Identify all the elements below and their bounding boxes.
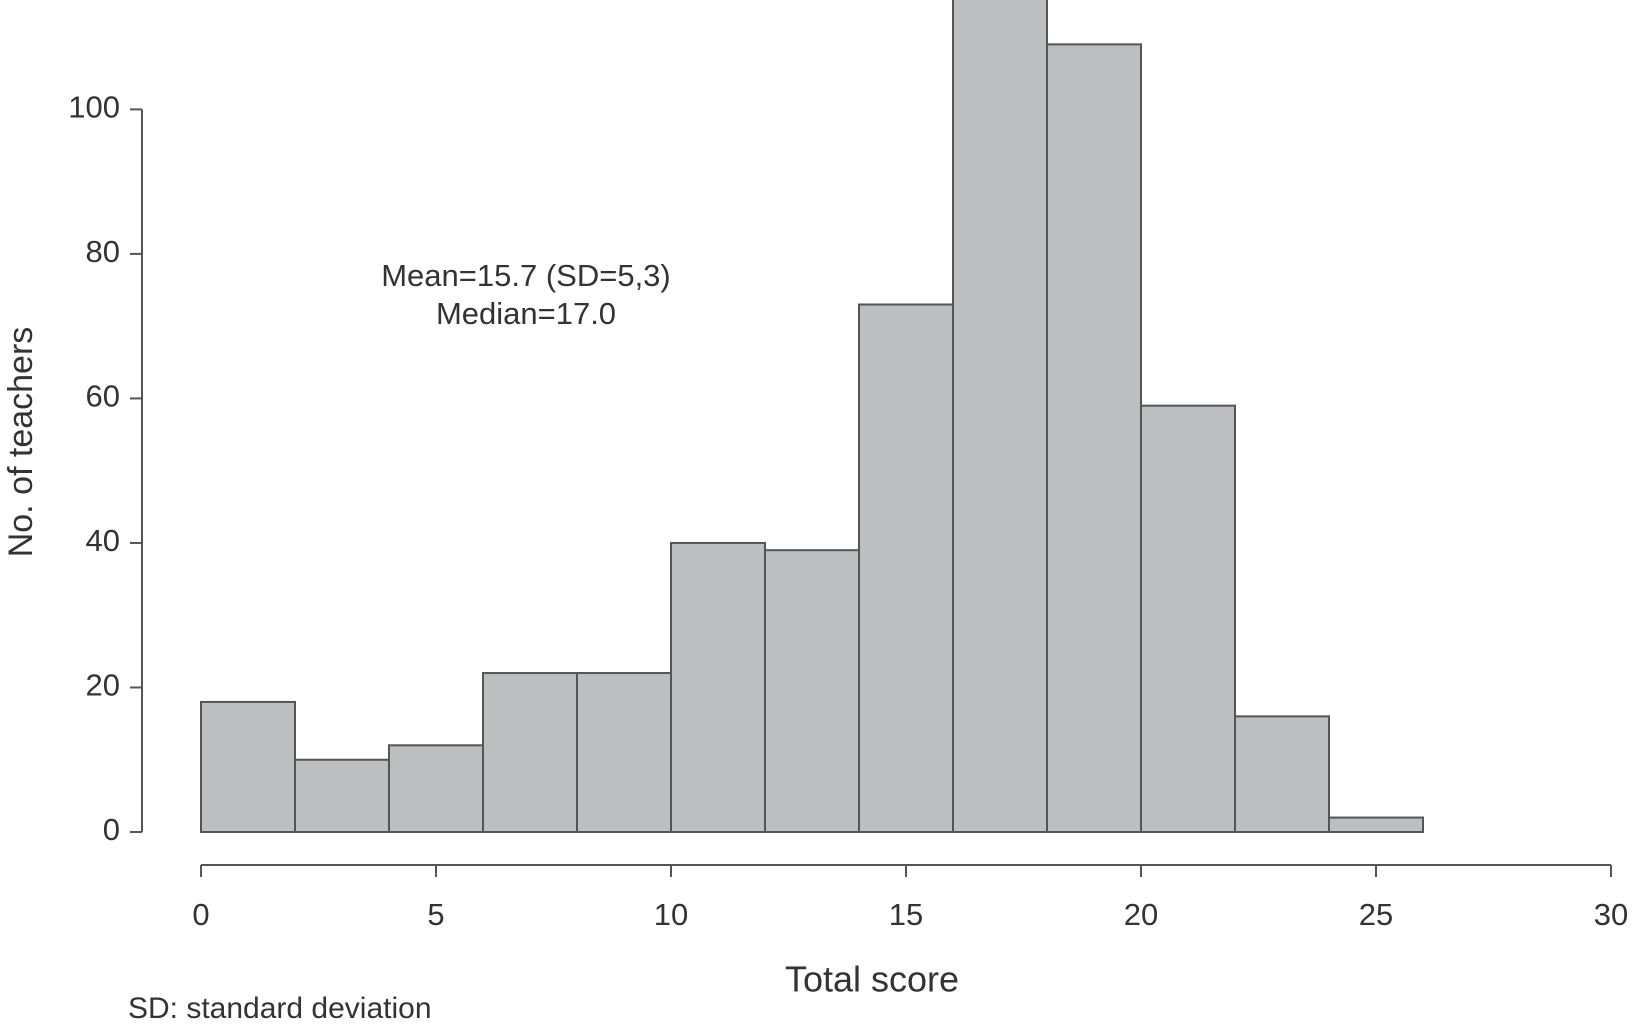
x-tick-label: 0 <box>192 897 209 932</box>
bar <box>1234 715 1330 834</box>
bar <box>952 0 1048 833</box>
footnote: SD: standard deviation <box>128 992 432 1025</box>
y-tick-label: 80 <box>86 234 120 269</box>
x-tick-label: 30 <box>1594 897 1628 932</box>
bar <box>1140 404 1236 833</box>
y-axis-label: No. of teachers <box>2 327 40 558</box>
bar <box>1046 43 1142 834</box>
bar <box>1328 816 1424 834</box>
annotation: Mean=15.7 (SD=5,3) <box>381 258 671 293</box>
bar <box>858 303 954 833</box>
y-tick-label: 100 <box>68 90 120 125</box>
bar <box>764 549 860 833</box>
bar <box>200 700 296 833</box>
y-tick-label: 40 <box>86 523 120 558</box>
x-tick-label: 15 <box>889 897 923 932</box>
bar <box>388 744 484 833</box>
x-tick-label: 5 <box>427 897 444 932</box>
x-axis-label: Total score <box>785 959 959 1000</box>
bar <box>576 672 672 833</box>
x-tick-label: 10 <box>654 897 688 932</box>
annotation: Median=17.0 <box>436 296 616 331</box>
y-tick-label: 60 <box>86 379 120 414</box>
x-tick-label: 25 <box>1359 897 1393 932</box>
bar <box>294 758 390 834</box>
x-tick-label: 20 <box>1124 897 1158 932</box>
y-tick-label: 20 <box>86 668 120 703</box>
y-tick-label: 0 <box>103 812 120 847</box>
bar <box>670 541 766 834</box>
bar <box>482 672 578 833</box>
